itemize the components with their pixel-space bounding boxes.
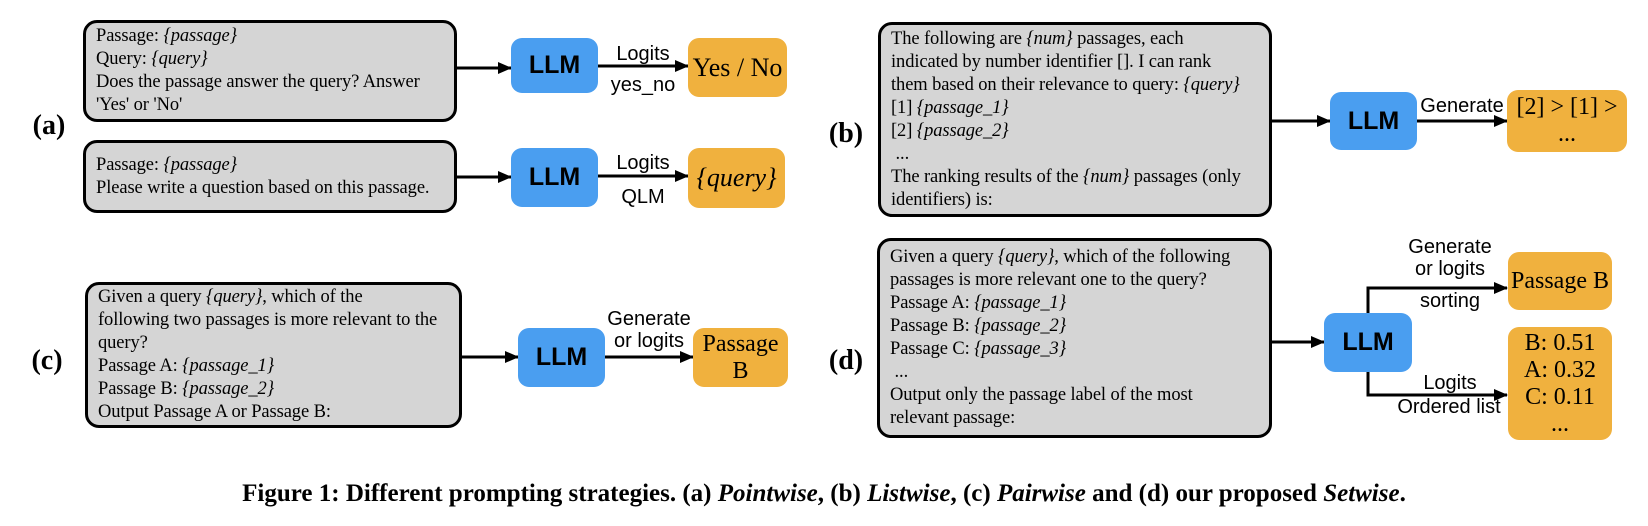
prompt-line: relevant passage:: [890, 408, 1016, 428]
prompt-line: Output Passage A or Passage B:: [98, 402, 331, 422]
prompt-line: Passage C: {passage_3}: [890, 339, 1067, 359]
arrow-label-line: Generate: [607, 308, 691, 330]
arrow-label-line: or logits: [613, 330, 685, 352]
prompt-line: Passage B: {passage_2}: [890, 316, 1067, 336]
prompt-line: Given a query {query}, which of the: [98, 287, 363, 307]
prompt-line: 'Yes' or 'No': [96, 95, 183, 115]
panel-d-output-box-sorting: Passage B: [1508, 252, 1612, 310]
ordered-list-line: ...: [1551, 410, 1569, 437]
arrow-label-generate-or-logits-d: Generate or logits: [1404, 236, 1496, 280]
prompt-line: following two passages is more relevant …: [98, 310, 438, 330]
panel-a-prompt-box-1: Passage: {passage} Query: {query} Does t…: [83, 20, 457, 122]
prompt-line: Query: {query}: [96, 49, 208, 69]
panel-a-label: (a): [32, 110, 66, 141]
prompt-line: The following are {num} passages, each: [891, 28, 1184, 49]
panel-b-output-box: [2] > [1] > ...: [1507, 90, 1627, 152]
panel-c-output-box: Passage B: [693, 328, 788, 387]
panel-a-output-box-1: Yes / No: [688, 38, 787, 97]
arrow-label-qlm: QLM: [621, 186, 665, 208]
prompt-line: Please write a question based on this pa…: [96, 177, 430, 198]
prompt-line: Output only the passage label of the mos…: [890, 385, 1193, 405]
prompt-line: Passage: {passage}: [96, 154, 237, 175]
panel-d-output-box-ordered-list: B: 0.51 A: 0.32 C: 0.11 ...: [1508, 327, 1612, 440]
panel-c-label: (c): [31, 345, 63, 376]
panel-b-prompt-box: The following are {num} passages, each i…: [878, 22, 1272, 217]
prompt-line: Passage A: {passage_1}: [890, 293, 1067, 313]
arrow-label-logits-a2: Logits: [616, 152, 670, 174]
arrow-label-line: Generate: [1408, 236, 1492, 258]
panel-d-label: (d): [828, 345, 864, 376]
prompt-line: Passage A: {passage_1}: [98, 356, 275, 376]
prompt-line: Passage B: {passage_2}: [98, 379, 275, 399]
panel-d-llm-box: LLM: [1324, 313, 1412, 372]
figure-caption: Figure 1: Different prompting strategies…: [242, 480, 1406, 507]
panel-d-prompt-box: Given a query {query}, which of the foll…: [877, 238, 1272, 438]
panel-a-llm-box-1: LLM: [511, 38, 598, 93]
prompt-line: indicated by number identifier []. I can…: [891, 51, 1212, 72]
panel-a-output-box-2: {query}: [688, 148, 785, 208]
prompt-line: passages is more relevant one to the que…: [890, 270, 1207, 290]
prompt-line: [2] {passage_2}: [891, 120, 1009, 141]
ordered-list-line: B: 0.51: [1524, 329, 1596, 356]
arrow-label-line: or logits: [1414, 258, 1486, 280]
arrow-label-sorting: sorting: [1419, 290, 1481, 312]
prompt-line: [1] {passage_1}: [891, 97, 1009, 118]
prompt-line: ...: [890, 362, 909, 382]
ordered-list-line: A: 0.32: [1524, 356, 1596, 383]
panel-c-llm-box: LLM: [518, 328, 605, 387]
arrow-label-logits-a1: Logits: [616, 43, 670, 65]
prompt-line: query?: [98, 333, 148, 353]
panel-a-llm-box-2: LLM: [511, 148, 598, 207]
prompt-line: them based on their relevance to query: …: [891, 74, 1240, 95]
ordered-list-line: C: 0.11: [1525, 383, 1595, 410]
panel-c-prompt-box: Given a query {query}, which of the foll…: [85, 282, 462, 428]
arrow-label-generate-b: Generate: [1420, 95, 1504, 117]
prompt-line: identifiers) is:: [891, 189, 993, 210]
prompt-line: Does the passage answer the query? Answe…: [96, 72, 420, 92]
arrow-label-logits-d: Logits: [1423, 372, 1477, 394]
arrow-label-ordered-list: Ordered list: [1397, 396, 1501, 418]
panel-a-prompt-box-2: Passage: {passage} Please write a questi…: [83, 140, 457, 213]
panel-b-llm-box: LLM: [1330, 92, 1417, 150]
prompt-line: Passage: {passage}: [96, 26, 237, 46]
arrow-label-generate-or-logits-c: Generate or logits: [605, 308, 693, 352]
prompt-line: ...: [891, 143, 910, 164]
arrow-label-yes-no: yes_no: [610, 74, 676, 96]
prompt-line: The ranking results of the {num} passage…: [891, 166, 1241, 187]
panel-b-label: (b): [828, 118, 864, 149]
prompt-line: Given a query {query}, which of the foll…: [890, 247, 1231, 267]
